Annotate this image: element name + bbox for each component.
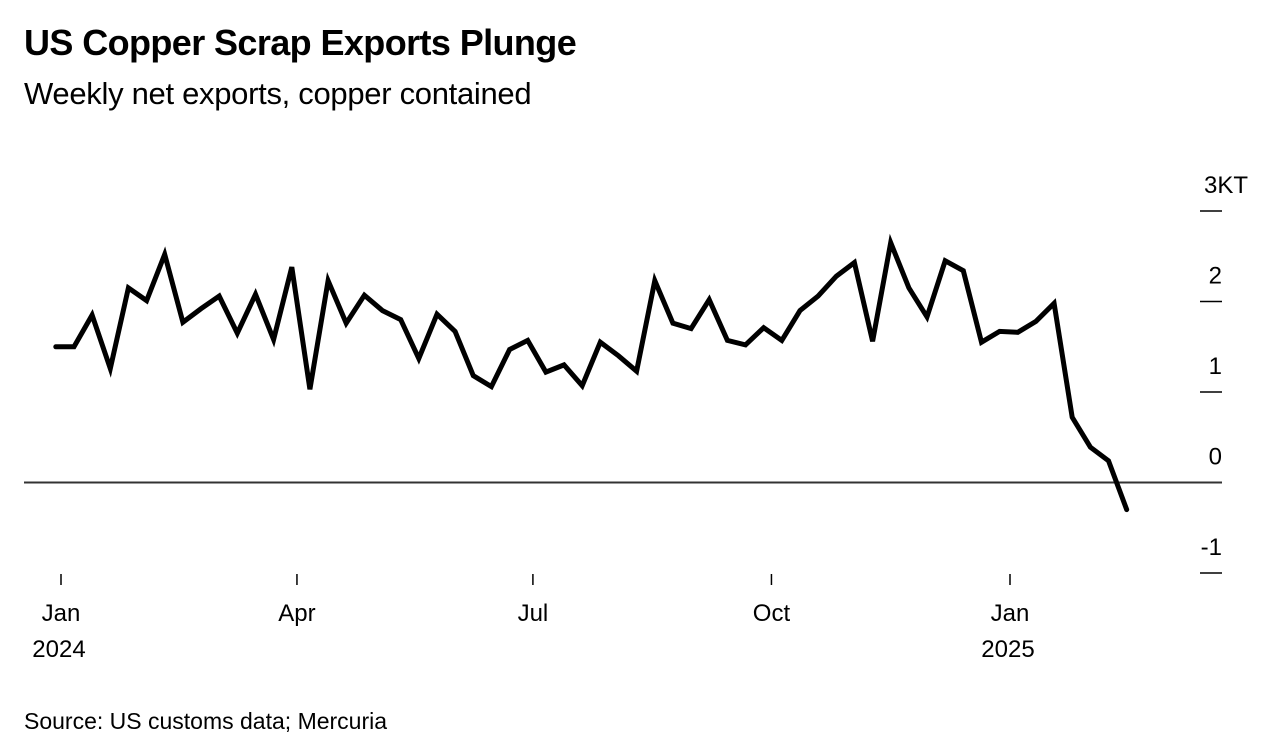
data-point xyxy=(670,321,675,326)
data-point xyxy=(870,339,875,344)
data-point xyxy=(779,338,784,343)
x-tick-label: Oct xyxy=(753,600,791,627)
x-tick-year-label: 2025 xyxy=(981,636,1034,663)
data-point xyxy=(707,297,712,302)
data-point xyxy=(761,325,766,330)
x-tick-label: Apr xyxy=(278,600,315,627)
data-point xyxy=(398,317,403,322)
data-point xyxy=(1124,507,1129,512)
data-point xyxy=(562,362,567,367)
data-point xyxy=(217,294,222,299)
y-tick-label: -1 xyxy=(1201,534,1222,561)
chart-subtitle: Weekly net exports, copper contained xyxy=(24,76,532,111)
data-point xyxy=(961,268,966,273)
data-point xyxy=(1015,330,1020,335)
data-point xyxy=(943,258,948,263)
data-point xyxy=(453,329,458,334)
data-point xyxy=(507,347,512,352)
data-point xyxy=(489,384,494,389)
data-point xyxy=(652,278,657,283)
data-point xyxy=(471,373,476,378)
data-point xyxy=(725,338,730,343)
data-point xyxy=(1088,445,1093,450)
data-point xyxy=(108,366,113,371)
data-point xyxy=(1052,301,1057,306)
x-tick-year-label: 2024 xyxy=(32,636,85,663)
data-point xyxy=(598,340,603,345)
x-tick-label: Jul xyxy=(518,600,549,627)
data-point xyxy=(543,370,548,375)
data-point xyxy=(979,340,984,345)
data-point xyxy=(616,353,621,358)
data-point xyxy=(380,308,385,313)
series-line-weekly-net-exports xyxy=(53,233,1130,513)
data-point xyxy=(271,337,276,342)
y-tick-label: 1 xyxy=(1209,353,1222,380)
y-axis: 3KT 2 1 0 -1 xyxy=(1200,172,1248,574)
data-point xyxy=(1106,458,1111,463)
x-tick-label: Jan xyxy=(991,600,1030,627)
data-point xyxy=(525,338,530,343)
y-tick-label: 0 xyxy=(1209,444,1222,471)
data-point xyxy=(344,321,349,326)
data-point xyxy=(834,274,839,279)
data-point xyxy=(326,278,331,283)
data-point xyxy=(925,314,930,319)
data-point xyxy=(798,308,803,313)
data-point xyxy=(144,298,149,303)
data-point xyxy=(53,344,58,349)
data-point xyxy=(253,292,258,297)
x-tick-label: Jan xyxy=(42,600,81,627)
x-axis: Jan 2024 Apr Jul Oct Jan 2025 xyxy=(32,574,1035,663)
data-point xyxy=(362,293,367,298)
data-point xyxy=(416,356,421,361)
data-point xyxy=(689,326,694,331)
data-point xyxy=(162,252,167,257)
data-point xyxy=(435,312,440,317)
data-point xyxy=(1070,415,1075,420)
data-point xyxy=(634,369,639,374)
data-point xyxy=(307,387,312,392)
data-point xyxy=(1033,319,1038,324)
data-point xyxy=(235,331,240,336)
data-point xyxy=(888,240,893,245)
data-point xyxy=(816,294,821,299)
source-note: Source: US customs data; Mercuria xyxy=(24,708,388,734)
y-tick-label: 2 xyxy=(1209,263,1222,290)
chart-title: US Copper Scrap Exports Plunge xyxy=(24,22,577,63)
data-point xyxy=(90,313,95,318)
data-point xyxy=(580,383,585,388)
data-point xyxy=(180,320,185,325)
y-tick-label: 3KT xyxy=(1204,172,1248,199)
data-point xyxy=(852,260,857,265)
data-point xyxy=(126,285,131,290)
data-point xyxy=(72,344,77,349)
data-point xyxy=(289,265,294,270)
data-point xyxy=(743,342,748,347)
data-point xyxy=(906,285,911,290)
data-point xyxy=(997,329,1002,334)
data-point xyxy=(199,306,204,311)
